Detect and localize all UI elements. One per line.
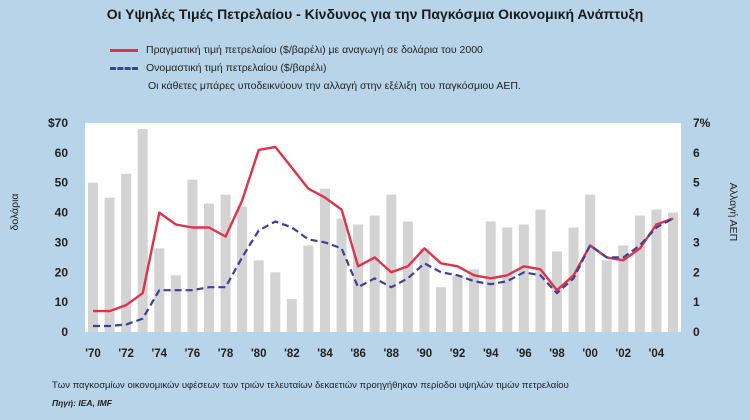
gdp-bar	[286, 299, 297, 332]
gdp-bar	[187, 179, 198, 332]
legend-swatch-real	[110, 48, 138, 52]
x-tick-label: '00	[582, 348, 598, 360]
y-right-tick-label: 3	[693, 235, 700, 249]
gdp-bar	[88, 182, 98, 332]
plot-area	[85, 123, 681, 332]
gdp-bar	[353, 224, 364, 332]
y-left-tick-label: 50	[55, 176, 69, 190]
x-tick-label: '86	[350, 348, 366, 360]
gdp-bar	[253, 260, 264, 332]
footnote: Των παγκοσμίων οικονομικών υφέσεων των τ…	[52, 380, 569, 391]
y-right-tick-label: 6	[693, 146, 700, 160]
x-tick-label: '78	[218, 348, 234, 360]
x-tick-label: '80	[251, 348, 267, 360]
gdp-bar	[502, 227, 513, 332]
y-right-tick-label: 2	[693, 265, 700, 279]
legend-bars-note: Οι κάθετες μπάρες υποδεικνύουν την αλλαγ…	[148, 80, 521, 92]
gdp-bar	[320, 188, 330, 332]
y-right-tick-label: 7%	[693, 116, 711, 130]
gdp-bar	[668, 212, 678, 332]
y-left-tick-label: 10	[55, 295, 69, 309]
x-tick-label: '96	[516, 348, 532, 360]
x-tick-label: '74	[152, 348, 168, 360]
y-left-tick-label: 30	[55, 235, 69, 249]
y-right-tick-label: 1	[693, 295, 700, 309]
gdp-bars	[88, 128, 678, 332]
y-left-tick-label: 40	[55, 206, 69, 220]
x-tick-label: '70	[85, 348, 101, 360]
y-right-tick-label: 0	[693, 325, 700, 339]
gdp-bar	[369, 215, 380, 332]
gdp-bar	[237, 206, 248, 332]
gdp-bar	[452, 275, 463, 332]
source-note: Πηγή: IEA, IMF	[52, 398, 112, 408]
y-left-axis-label: δολάρια	[9, 193, 21, 230]
gdp-bar	[469, 269, 480, 332]
gdp-bar	[104, 197, 115, 332]
gdp-bar	[336, 218, 347, 332]
gdp-bar	[518, 224, 529, 332]
gdp-bar	[121, 173, 132, 332]
gdp-bar	[634, 215, 645, 332]
gdp-bar	[436, 287, 446, 332]
gdp-bar	[220, 194, 231, 332]
x-tick-label: '94	[483, 348, 499, 360]
gdp-bar	[485, 221, 496, 332]
y-right-tick-label: 5	[693, 176, 700, 190]
gdp-bar	[270, 272, 281, 332]
legend-item-nominal: Ονομαστική τιμή πετρελαίου ($/βαρέλι)	[110, 62, 326, 74]
y-left-tick-label: 0	[61, 325, 68, 339]
x-tick-label: '84	[317, 348, 333, 360]
real-price-line	[93, 145, 674, 313]
gdp-bar	[419, 248, 430, 332]
axes: $7060504030201007%6543210'70'72'74'76'78…	[48, 116, 711, 360]
x-tick-label: '88	[384, 348, 400, 360]
gdp-bar	[585, 194, 596, 332]
x-tick-label: '72	[118, 348, 134, 360]
gdp-bar	[204, 203, 214, 332]
legend-item-real: Πραγματική τιμή πετρελαίου ($/βαρέλι) με…	[110, 44, 483, 56]
gdp-bar	[170, 275, 181, 332]
y-left-tick-label: $70	[48, 116, 68, 130]
x-tick-label: '98	[549, 348, 565, 360]
x-tick-label: '04	[649, 348, 665, 360]
y-right-axis-label: Αλλαγή ΑΕΠ	[727, 183, 739, 241]
x-tick-label: '90	[417, 348, 433, 360]
legend-label-real: Πραγματική τιμή πετρελαίου ($/βαρέλι) με…	[146, 44, 483, 56]
x-tick-label: '76	[185, 348, 201, 360]
gdp-bar	[386, 194, 397, 332]
gdp-bar	[618, 245, 629, 332]
gdp-bar	[402, 221, 413, 332]
x-tick-label: '82	[284, 348, 300, 360]
legend-label-nominal: Ονομαστική τιμή πετρελαίου ($/βαρέλι)	[146, 62, 327, 74]
y-left-tick-label: 60	[55, 146, 69, 160]
x-tick-label: '92	[450, 348, 466, 360]
gdp-bar	[137, 128, 148, 332]
x-tick-label: '02	[616, 348, 632, 360]
gdp-bar	[303, 245, 314, 332]
legend-swatch-nominal	[110, 66, 138, 70]
nominal-price-line	[93, 217, 674, 328]
gdp-bar	[651, 209, 662, 332]
y-right-tick-label: 4	[693, 206, 700, 220]
gdp-bar	[601, 260, 612, 332]
price-lines	[93, 145, 674, 328]
chart-title: Οι Υψηλές Τιμές Πετρελαίου - Κίνδυνος γι…	[106, 6, 644, 22]
y-left-tick-label: 20	[55, 265, 69, 279]
